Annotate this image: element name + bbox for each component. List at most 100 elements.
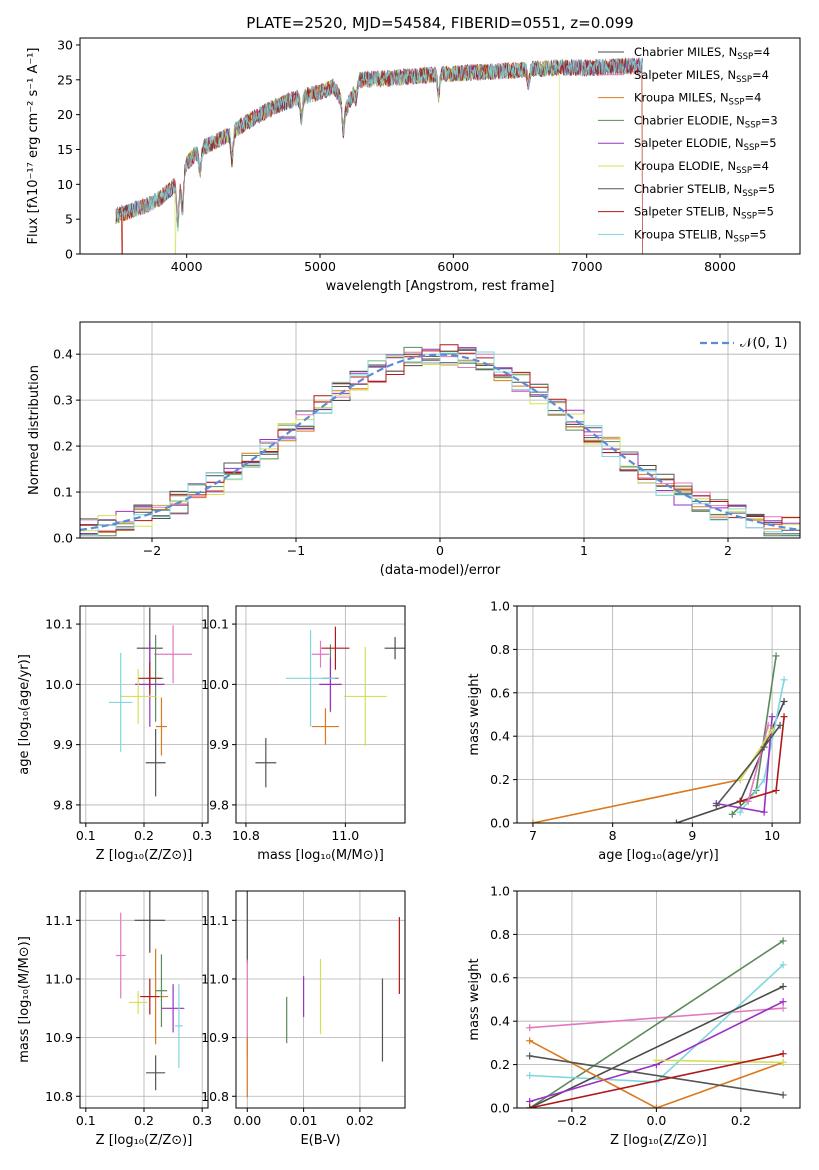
histogram [80,346,800,538]
y-tick-label: 0 [65,247,73,262]
y-tick-label: 0.6 [490,970,510,985]
y-tick-label: 15 [57,142,73,157]
legend-entry: Kroupa STELIB, NSSP=5 [634,227,766,244]
legend-entry: Chabrier MILES, NSSP=4 [634,45,770,62]
y-tick-label: 11.1 [45,913,73,928]
x-tick-label: 0.3 [192,1113,212,1128]
weight-line [656,1059,784,1064]
spectrum-line [115,60,643,254]
y-tick-label: 0.6 [490,685,510,700]
y-tick-label: 1.0 [490,599,510,614]
x-axis-label: age [log₁₀(age/yr)] [598,848,719,863]
x-tick-label: 0 [436,543,444,558]
y-tick-label: 9.8 [53,797,73,812]
y-tick-label: 0.3 [53,393,73,408]
y-tick-label: 0.0 [490,1101,510,1116]
x-tick-label: 0.2 [731,1113,751,1128]
weight-line [529,1055,784,1096]
y-tick-label: 11.1 [201,913,229,928]
axes-frame [235,890,406,1109]
plot-area [246,891,400,1098]
x-tick-label: 0.3 [192,828,212,843]
x-tick-label: 0.2 [134,1113,154,1128]
x-axis-label: mass [log₁₀(M/M⊙)] [257,848,384,863]
weight-line [529,1007,784,1029]
plot-area [255,626,405,788]
x-tick-label: 0.2 [134,828,154,843]
histogram [80,344,800,538]
figure-title: PLATE=2520, MJD=54584, FIBERID=0551, z=0… [246,14,633,32]
x-tick-label: 1 [580,543,588,558]
x-tick-label: −1 [287,543,305,558]
panel-1: 4000 5000 6000 7000 8000 0 5 10 15 20 25 30 waveleng… [26,37,801,294]
x-tick-label: 0.0 [646,1113,666,1128]
plot-area [115,56,643,254]
y-axis-label: mass [log₁₀(M/M⊙)] [17,936,32,1063]
panel-2: −2 −1 0 1 2 0.0 0.1 0.2 0.3 0.4 (data-model)/error… [27,321,801,578]
panel-6: 0.1 0.2 0.3 10.8 10.9 11.0 11.1 Z [log₁₀(Z/Z⊙)]… [17,890,212,1148]
axes-frame [79,37,801,255]
x-tick-label: 8000 [704,259,736,274]
x-tick-label: 9 [688,828,696,843]
y-axis-label: Normed distribution [27,365,42,495]
x-tick-label: −2 [143,543,161,558]
y-tick-label: 11.0 [201,971,229,986]
panel-7: 0.00 0.01 0.02 10.8 10.9 11.0 11.1 E(B-V) [201,890,406,1148]
x-tick-label: −0.2 [557,1113,587,1128]
legend-entry: Salpeter MILES, NSSP=4 [634,68,769,85]
y-tick-label: 0.1 [53,485,73,500]
y-tick-label: 10.1 [201,617,229,632]
x-tick-label: 5000 [304,259,336,274]
legend-entry: Salpeter STELIB, NSSP=5 [634,205,774,222]
y-tick-label: 0.4 [490,1014,510,1029]
legend-entry: Chabrier ELODIE, NSSP=3 [634,113,778,130]
histogram [80,351,800,538]
y-tick-label: 9.8 [209,797,229,812]
y-tick-label: 10.0 [45,677,73,692]
panel-8: −0.2 0.0 0.2 0.0 0.2 0.4 0.6 0.8 1.0 Z [log₁₀(Z/Z… [467,884,801,1148]
x-tick-label: 0.00 [233,1113,261,1128]
x-tick-label: 0.02 [346,1113,374,1128]
axes-frame [516,605,801,824]
y-tick-label: 0.8 [490,927,510,942]
x-tick-label: 0.1 [76,1113,96,1128]
x-tick-label: 6000 [437,259,469,274]
y-tick-label: 10.8 [45,1089,73,1104]
y-tick-label: 10.0 [201,677,229,692]
weight-line [529,985,784,1108]
y-tick-label: 0.2 [490,1057,510,1072]
axes-frame [79,605,209,824]
weight-line [529,1053,784,1108]
plot-area [108,607,193,797]
plot-area [529,652,788,823]
x-axis-label: (data-model)/error [380,563,501,578]
legend-entry: Kroupa ELODIE, NSSP=4 [634,159,769,176]
y-tick-label: 9.9 [53,737,73,752]
weight-line [747,725,769,802]
x-tick-label: 0.01 [290,1113,318,1128]
axes-frame [79,890,209,1109]
legend-entry: Kroupa MILES, NSSP=4 [634,91,761,108]
x-axis-label: Z [log₁₀(Z/Z⊙)] [610,1133,707,1148]
axes-frame [79,321,801,539]
y-tick-label: 10.1 [45,617,73,632]
x-tick-label: 7000 [571,259,603,274]
panel-4: 10.8 11.0 9.8 9.9 10.0 10.1 mass [log₁₀(M/M⊙)] [201,605,406,863]
x-tick-label: 2 [724,543,732,558]
normal-curve [80,353,800,531]
y-axis-label: Flux [fλ10⁻¹⁷ erg cm⁻² s⁻¹ A⁻¹] [26,48,41,245]
y-tick-label: 11.0 [45,971,73,986]
x-axis-label: Z [log₁₀(Z/Z⊙)] [96,1133,193,1148]
x-tick-label: 0.1 [76,828,96,843]
y-tick-label: 0.4 [490,729,510,744]
legend-entry: Chabrier STELIB, NSSP=5 [634,182,775,199]
x-axis-label: Z [log₁₀(Z/Z⊙)] [96,848,193,863]
x-tick-label: 4000 [171,259,203,274]
y-tick-label: 10 [57,177,73,192]
panel-5: 7 8 9 10 0.0 0.2 0.4 0.6 0.8 1.0 age [log₁₀(age/yr… [467,599,801,863]
y-tick-label: 5 [65,212,73,227]
weight-line [529,940,784,1108]
y-tick-label: 0.2 [490,772,510,787]
y-tick-label: 0.8 [490,642,510,657]
x-tick-label: 10 [764,828,780,843]
